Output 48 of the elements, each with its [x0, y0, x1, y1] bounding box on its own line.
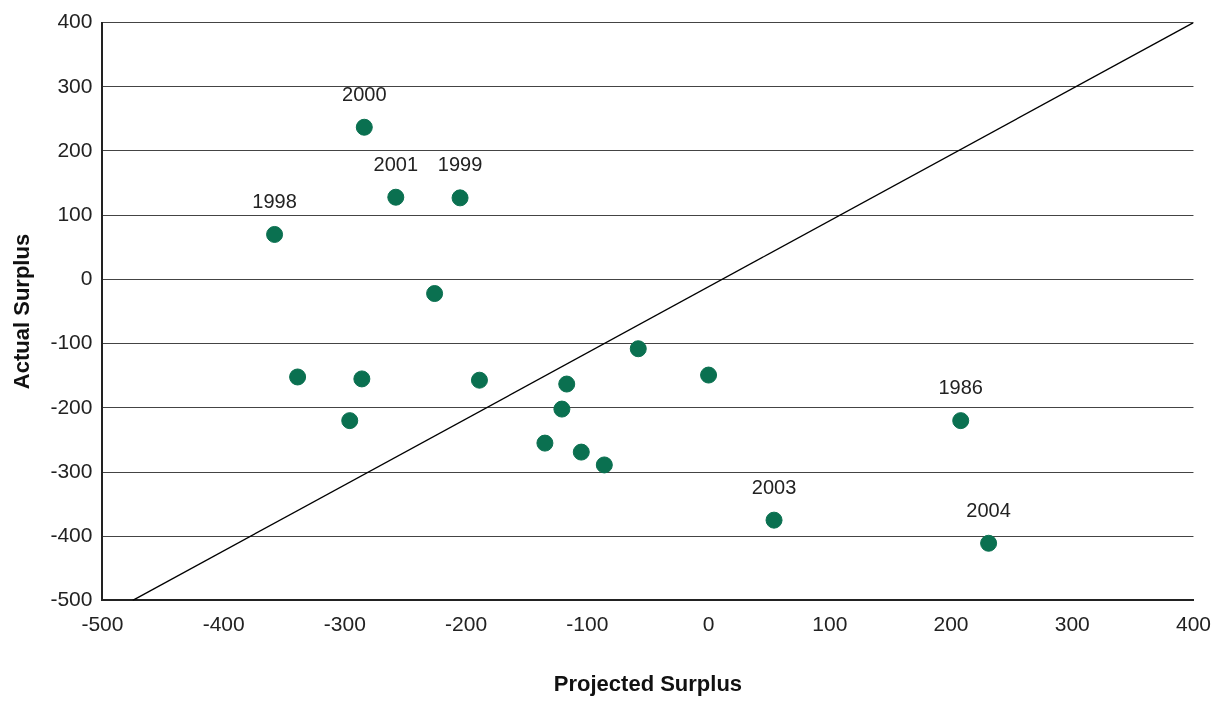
point: [341, 412, 359, 430]
point: [353, 370, 371, 388]
point: [536, 434, 554, 452]
point: [629, 340, 647, 358]
point: [451, 189, 469, 207]
point: [266, 225, 284, 243]
point: [470, 371, 488, 389]
x-tick-label: 300: [1054, 611, 1090, 635]
y-tick-label: 0: [80, 266, 93, 290]
x-tick-label: 100: [812, 611, 848, 635]
y-tick-label: 300: [57, 73, 93, 97]
x-tick-label: -100: [566, 611, 609, 635]
point: [553, 400, 571, 418]
y-axis-title: Actual Surplus: [9, 233, 35, 390]
x-tick-label: 0: [702, 611, 715, 635]
y-tick-label: -100: [50, 330, 93, 354]
y-tick-label: 100: [57, 202, 93, 225]
point: [700, 366, 718, 384]
annotation: 2003: [751, 475, 797, 498]
point: [952, 412, 970, 430]
annotation: 2004: [966, 498, 1011, 521]
point: [355, 118, 373, 136]
y-tick-label: -500: [50, 587, 93, 611]
point: [572, 443, 590, 461]
annotation: 1986: [938, 376, 983, 399]
y-tick-label: -300: [50, 458, 93, 482]
point: [765, 511, 783, 529]
x-tick-label: 200: [933, 611, 969, 635]
y-tick-label: 400: [57, 9, 93, 33]
x-tick-label: -200: [445, 611, 488, 635]
annotation: 1999: [437, 153, 483, 176]
annotation: 1998: [252, 189, 297, 212]
point: [558, 375, 576, 393]
x-tick-label: -400: [202, 611, 245, 635]
point: [595, 456, 613, 474]
x-tick-label: 400: [1175, 611, 1211, 635]
y-tick-label: -400: [50, 523, 93, 546]
point: [426, 285, 444, 303]
point: [980, 534, 998, 552]
x-tick-label: -500: [81, 611, 124, 635]
y-tick-label: 200: [57, 137, 93, 161]
annotation: 2000: [342, 82, 387, 105]
y-tick-label: -200: [50, 394, 93, 418]
annotation: 2001: [373, 152, 419, 175]
point: [289, 368, 307, 386]
point: [387, 188, 405, 206]
x-axis-title: Projected Surplus: [553, 670, 743, 696]
x-tick-label: -300: [323, 611, 366, 635]
